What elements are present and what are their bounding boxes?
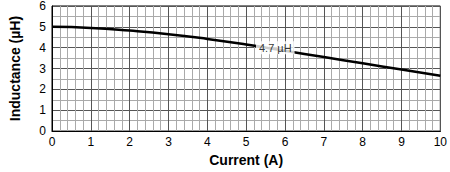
svg-text:9: 9 bbox=[398, 135, 405, 149]
svg-text:2: 2 bbox=[39, 82, 46, 96]
svg-text:1: 1 bbox=[87, 135, 94, 149]
svg-text:6: 6 bbox=[282, 135, 289, 149]
svg-text:5: 5 bbox=[39, 20, 46, 34]
svg-text:1: 1 bbox=[39, 103, 46, 117]
svg-text:3: 3 bbox=[165, 135, 172, 149]
svg-text:4.7 µH: 4.7 µH bbox=[259, 42, 292, 54]
svg-text:5: 5 bbox=[243, 135, 250, 149]
svg-text:Current (A): Current (A) bbox=[209, 152, 283, 168]
svg-text:0: 0 bbox=[39, 124, 46, 138]
svg-text:8: 8 bbox=[359, 135, 366, 149]
svg-text:2: 2 bbox=[126, 135, 133, 149]
svg-text:7: 7 bbox=[320, 135, 327, 149]
svg-text:6: 6 bbox=[39, 0, 46, 13]
svg-text:4: 4 bbox=[204, 135, 211, 149]
svg-text:3: 3 bbox=[39, 62, 46, 76]
svg-text:0: 0 bbox=[49, 135, 56, 149]
svg-text:10: 10 bbox=[434, 135, 448, 149]
svg-text:4: 4 bbox=[39, 41, 46, 55]
svg-text:Inductance (µH): Inductance (µH) bbox=[7, 16, 23, 121]
